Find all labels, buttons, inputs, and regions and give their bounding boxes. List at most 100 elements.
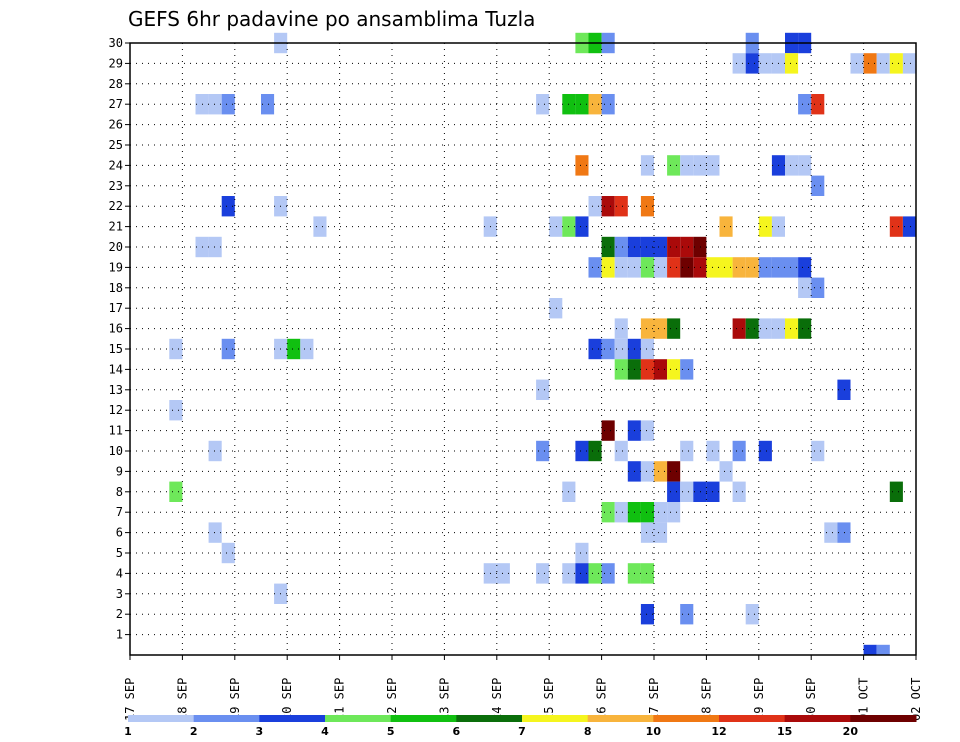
y-tick-label: 30 — [109, 36, 123, 50]
x-tick-label: 30 SEP — [804, 678, 818, 721]
precip-cell-m21-s34 — [575, 216, 589, 237]
precip-cell-m22-s36 — [601, 196, 615, 217]
precip-cell-m21-s32 — [549, 216, 563, 237]
precip-cell-m21-s14 — [313, 216, 327, 237]
y-axis-ticks: 1234567891011121314151617181920212223242… — [109, 36, 130, 642]
precip-cell-m29-s48 — [758, 53, 772, 74]
y-tick-label: 26 — [109, 118, 123, 132]
precip-cell-m14-s39 — [640, 359, 654, 380]
precip-cell-m21-s48 — [758, 216, 772, 237]
precip-cell-m9-s40 — [654, 461, 668, 482]
grid-lines — [130, 43, 916, 655]
colorbar-label: 2 — [190, 725, 198, 738]
precip-cell-m19-s41 — [667, 257, 681, 278]
precip-cell-m23-s52 — [811, 175, 825, 196]
precip-cell-m20-s37 — [614, 236, 628, 258]
precip-cell-m2-s47 — [745, 604, 759, 625]
y-tick-label: 6 — [116, 526, 123, 540]
colorbar-label: 8 — [584, 725, 592, 738]
precip-cell-m6-s6 — [208, 522, 222, 543]
precip-cell-m15-s12 — [287, 338, 301, 360]
precip-cell-m21-s59 — [902, 216, 916, 237]
precip-cell-m16-s46 — [732, 318, 746, 339]
precip-cell-m20-s41 — [667, 236, 681, 258]
precip-cell-m15-s3 — [169, 338, 183, 360]
precip-cell-m4-s35 — [588, 563, 602, 584]
y-tick-label: 4 — [116, 566, 123, 580]
colorbar-label: 6 — [453, 725, 461, 738]
chart-title: GEFS 6hr padavine po ansamblima Tuzla — [128, 7, 535, 31]
precip-cell-m16-s40 — [654, 318, 668, 339]
precip-cell-m29-s59 — [902, 53, 916, 74]
colorbar-label: 7 — [518, 725, 526, 738]
x-tick-label: 25 SEP — [542, 678, 556, 721]
precip-cell-m14-s41 — [667, 359, 681, 380]
precip-cell-m6-s39 — [640, 522, 654, 543]
precip-cell-m24-s34 — [575, 155, 589, 176]
y-tick-label: 20 — [109, 240, 123, 254]
precip-cell-m16-s37 — [614, 318, 628, 339]
precip-cell-m4-s36 — [601, 563, 615, 584]
y-tick-label: 9 — [116, 464, 123, 478]
precip-cell-m19-s47 — [745, 257, 759, 278]
precip-cell-m20-s6 — [208, 236, 222, 258]
precip-cell-m18-s52 — [811, 277, 825, 298]
precip-cell-m10-s35 — [588, 440, 602, 462]
precip-cell-m8-s42 — [680, 481, 694, 502]
colorbar-swatch — [390, 715, 457, 722]
precip-cell-m4-s39 — [640, 563, 654, 584]
y-tick-label: 22 — [109, 199, 123, 213]
precip-cell-m9-s39 — [640, 461, 654, 482]
precip-cell-m4-s31 — [536, 563, 550, 584]
x-tick-label: 27 SEP — [647, 678, 661, 721]
y-tick-label: 7 — [116, 505, 123, 519]
colorbar-swatch — [259, 715, 326, 722]
precip-cell-m11-s39 — [640, 420, 654, 441]
precip-cell-m15-s7 — [221, 338, 235, 360]
colorbar-label: 4 — [321, 725, 329, 738]
precip-cell-m14-s40 — [654, 359, 668, 380]
precip-cell-m6-s53 — [824, 522, 838, 543]
y-tick-label: 21 — [109, 220, 123, 234]
precip-cell-m10-s52 — [811, 440, 825, 462]
precip-cell-m11-s36 — [601, 420, 615, 441]
y-tick-label: 24 — [109, 158, 123, 172]
precip-cell-m27-s52 — [811, 94, 825, 115]
plot-frame — [129, 42, 917, 656]
precip-cell-m27-s6 — [208, 94, 222, 115]
colorbar-label: 12 — [711, 725, 726, 738]
precip-cell-m10-s6 — [208, 440, 222, 462]
y-tick-label: 23 — [109, 179, 123, 193]
precip-cell-m29-s58 — [889, 53, 903, 74]
precip-cell-m19-s35 — [588, 257, 602, 278]
precip-cell-m4-s28 — [496, 563, 510, 584]
x-tick-label: 28 SEP — [699, 678, 713, 721]
y-tick-label: 2 — [116, 607, 123, 621]
precip-cell-m19-s37 — [614, 257, 628, 278]
y-tick-label: 18 — [109, 281, 123, 295]
colorbar-swatch — [850, 715, 917, 722]
y-tick-label: 13 — [109, 383, 123, 397]
y-tick-label: 27 — [109, 97, 123, 111]
precip-cell-m22-s7 — [221, 196, 235, 217]
precip-cell-m9-s41 — [667, 461, 681, 482]
y-tick-label: 17 — [109, 301, 123, 315]
precip-cell-m2-s39 — [640, 604, 654, 625]
precip-cell-m29-s46 — [732, 53, 746, 74]
precip-cell-m16-s51 — [798, 318, 812, 339]
precip-cell-m7-s39 — [640, 502, 654, 523]
precip-cell-m16-s48 — [758, 318, 772, 339]
precip-cell-m12-s3 — [169, 400, 183, 421]
precip-cell-m8-s46 — [732, 481, 746, 502]
precip-cell-m24-s39 — [640, 155, 654, 176]
precip-cell-m8-s43 — [693, 481, 707, 502]
colorbar: 1 2 3 4 5 6 7 8 10 12 15 20 — [124, 715, 917, 738]
precip-cell-m21-s45 — [719, 216, 733, 237]
colorbar-label: 15 — [777, 725, 792, 738]
precip-cell-m29-s56 — [863, 53, 877, 74]
precip-cell-m17-s32 — [549, 298, 563, 319]
precip-cell-m29-s50 — [785, 53, 799, 74]
precip-cell-m24-s41 — [667, 155, 681, 176]
precip-cell-m15-s36 — [601, 338, 615, 360]
